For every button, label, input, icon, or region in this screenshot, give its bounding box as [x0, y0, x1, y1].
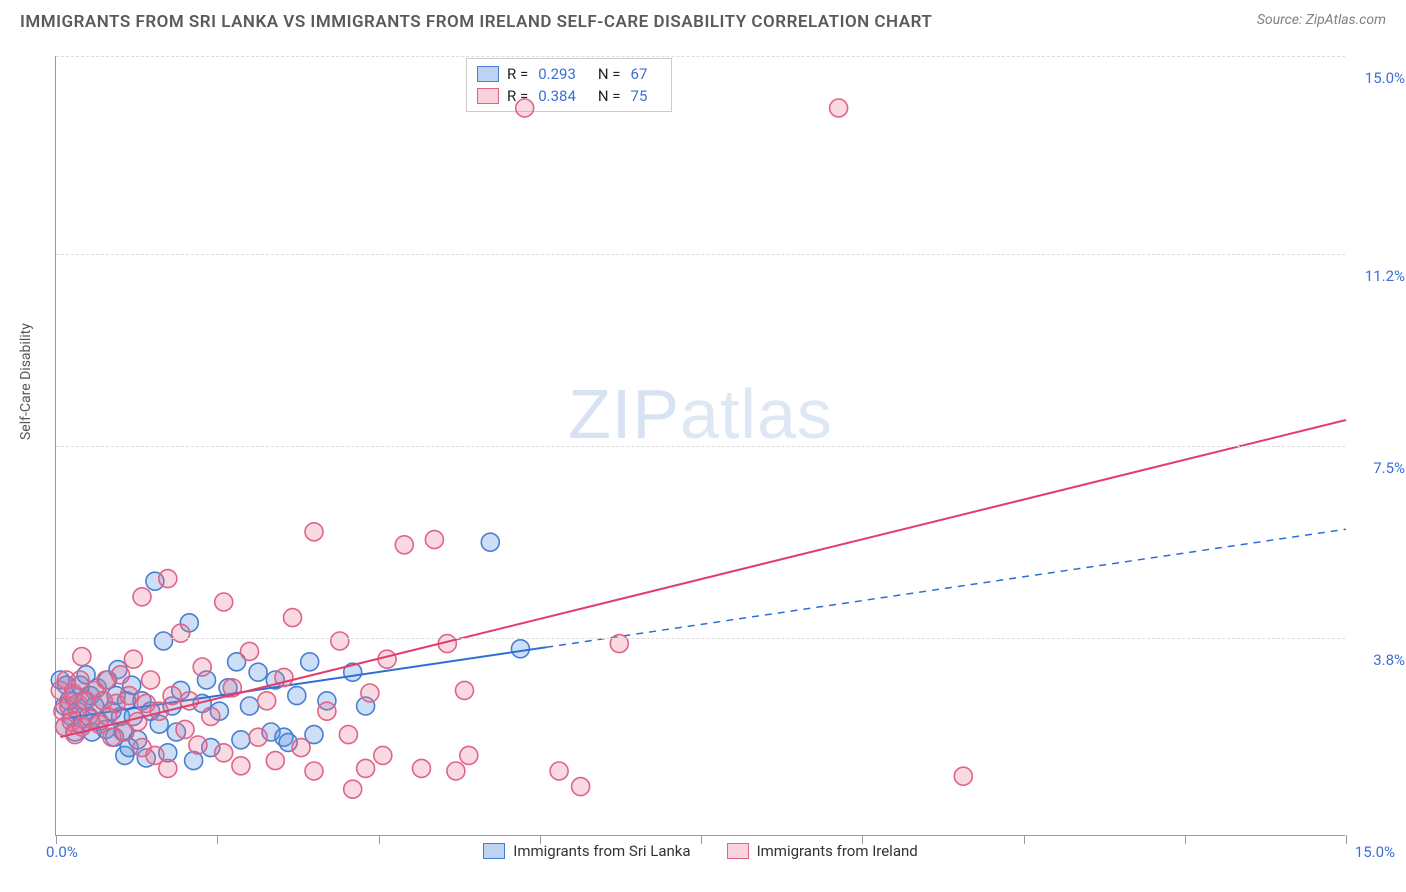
- scatter-point: [292, 739, 310, 757]
- scatter-point: [460, 746, 478, 764]
- scatter-point: [249, 663, 267, 681]
- scatter-point: [232, 731, 250, 749]
- scatter-point: [189, 736, 207, 754]
- legend-series: Immigrants from Sri Lanka Immigrants from…: [56, 842, 1345, 863]
- scatter-point: [361, 684, 379, 702]
- gridline: [56, 254, 1345, 255]
- scatter-point: [516, 99, 534, 117]
- x-tick: [862, 835, 863, 844]
- scatter-point: [155, 632, 173, 650]
- scatter-point: [232, 757, 250, 775]
- y-axis-label: Self-Care Disability: [18, 323, 34, 440]
- x-tick: [217, 835, 218, 844]
- scatter-point: [374, 746, 392, 764]
- gridline: [56, 56, 1345, 57]
- scatter-point: [215, 593, 233, 611]
- scatter-point: [112, 666, 130, 684]
- scatter-point: [241, 697, 259, 715]
- scatter-point: [357, 759, 375, 777]
- scatter-point: [331, 632, 349, 650]
- y-tick-label: 3.8%: [1373, 651, 1405, 669]
- x-tick: [1346, 835, 1347, 844]
- scatter-point: [610, 635, 628, 653]
- scatter-point: [241, 642, 259, 660]
- scatter-point: [249, 728, 267, 746]
- scatter-point: [288, 687, 306, 705]
- scatter-point: [215, 744, 233, 762]
- chart-plot-area: ZIPatlas R = 0.293N = 67R = 0.384N = 75 …: [55, 56, 1345, 836]
- scatter-point: [159, 570, 177, 588]
- scatter-point: [258, 692, 276, 710]
- scatter-point: [163, 687, 181, 705]
- scatter-point: [413, 759, 431, 777]
- scatter-point: [572, 778, 590, 796]
- x-tick: [56, 835, 57, 844]
- scatter-point: [395, 536, 413, 554]
- scatter-point: [305, 762, 323, 780]
- gridline: [56, 638, 1345, 639]
- legend-item: Immigrants from Sri Lanka: [483, 842, 690, 860]
- scatter-point: [954, 767, 972, 785]
- x-tick: [701, 835, 702, 844]
- legend-swatch: [727, 843, 749, 859]
- legend-item: Immigrants from Ireland: [727, 842, 918, 860]
- scatter-point: [318, 702, 336, 720]
- y-tick-label: 7.5%: [1373, 459, 1405, 477]
- x-tick: [1185, 835, 1186, 844]
- gridline: [56, 446, 1345, 447]
- scatter-point: [133, 588, 151, 606]
- scatter-point: [830, 99, 848, 117]
- legend-swatch: [483, 843, 505, 859]
- chart-title: IMMIGRANTS FROM SRI LANKA VS IMMIGRANTS …: [20, 12, 932, 32]
- scatter-point: [425, 531, 443, 549]
- y-tick-label: 11.2%: [1365, 267, 1405, 285]
- x-tick: [379, 835, 380, 844]
- scatter-point: [176, 720, 194, 738]
- scatter-point: [193, 658, 211, 676]
- scatter-point: [344, 780, 362, 798]
- scatter-point: [266, 752, 284, 770]
- scatter-point: [129, 713, 147, 731]
- scatter-point: [124, 650, 142, 668]
- legend-label: Immigrants from Ireland: [757, 842, 918, 860]
- scatter-point: [142, 671, 160, 689]
- scatter-point: [159, 759, 177, 777]
- x-tick: [540, 835, 541, 844]
- trend-line: [60, 420, 1346, 737]
- scatter-point: [447, 762, 465, 780]
- scatter-point: [456, 681, 474, 699]
- scatter-point: [481, 533, 499, 551]
- x-tick: [1024, 835, 1025, 844]
- scatter-point: [202, 707, 220, 725]
- scatter-point: [284, 609, 302, 627]
- scatter-point: [511, 640, 529, 658]
- scatter-point: [120, 687, 138, 705]
- scatter-point: [305, 523, 323, 541]
- scatter-point: [301, 653, 319, 671]
- legend-label: Immigrants from Sri Lanka: [513, 842, 690, 860]
- source-label: Source: ZipAtlas.com: [1257, 12, 1386, 28]
- scatter-point: [378, 650, 396, 668]
- x-axis-max-label: 15.0%: [1355, 843, 1395, 861]
- scatter-point: [339, 726, 357, 744]
- y-tick-label: 15.0%: [1365, 69, 1405, 87]
- scatter-point: [73, 648, 91, 666]
- scatter-point: [550, 762, 568, 780]
- scatter-point: [172, 624, 190, 642]
